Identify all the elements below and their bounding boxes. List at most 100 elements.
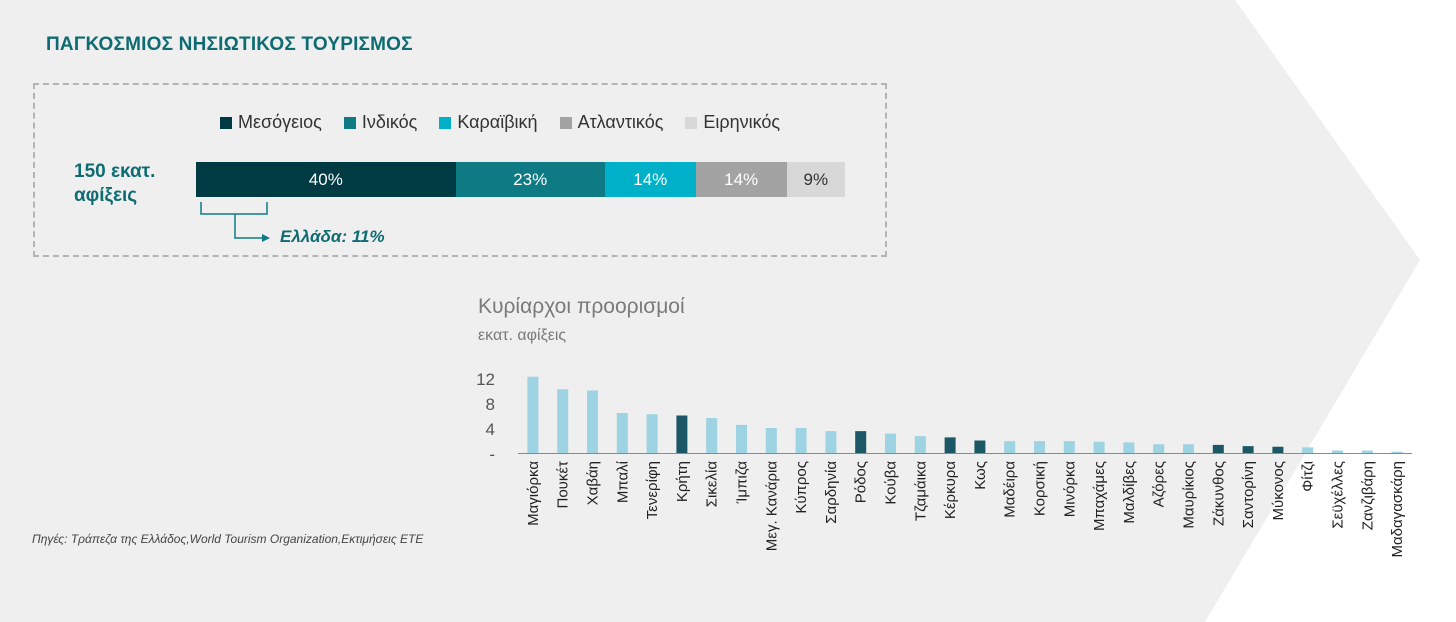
chart-subtitle: εκατ. αφίξεις xyxy=(478,327,567,344)
bar xyxy=(557,389,569,453)
legend-swatch xyxy=(220,116,232,129)
bar xyxy=(616,413,628,453)
legend-label: Καραϊβική xyxy=(457,112,538,132)
x-tick-label: Μπαλί xyxy=(614,460,631,503)
bar xyxy=(706,418,718,453)
x-tick-label: Μαδαγασκάρη xyxy=(1389,461,1406,557)
legend-item: Καραϊβική xyxy=(439,112,538,133)
bar xyxy=(736,424,747,453)
stack-segment: 40% xyxy=(196,162,456,197)
x-tick-label: Κως xyxy=(972,461,989,490)
x-tick-label: Σαντορίνη xyxy=(1240,461,1257,528)
x-tick-label: Τζαμάικα xyxy=(912,461,929,521)
bar xyxy=(1391,451,1403,453)
legend-item: Ειρηνικός xyxy=(685,112,780,133)
y-tick-label: 8 xyxy=(486,395,495,414)
x-tick-label: Κέρκυρα xyxy=(942,461,959,519)
legend-swatch xyxy=(685,116,698,129)
bar xyxy=(1183,444,1194,453)
bar xyxy=(1212,444,1224,453)
x-tick-label: Μύκονος xyxy=(1270,461,1287,520)
total-arrivals-label: 150 εκατ. αφίξεις xyxy=(74,161,156,206)
legend: Μεσόγειος Ινδικός Καραϊβική Ατλαντικός Ειρην… xyxy=(220,112,802,133)
legend-item: Ινδικός xyxy=(343,112,418,133)
x-tick-label: Πουκέτ xyxy=(555,461,572,509)
bar xyxy=(885,433,896,453)
stack-segment: 14% xyxy=(604,162,696,197)
x-tick-label: Αζόρες xyxy=(1151,461,1168,507)
x-tick-label: Χαβάη xyxy=(585,461,602,505)
arrow-line xyxy=(234,214,263,239)
bracket-line xyxy=(200,202,268,215)
bar xyxy=(1123,442,1135,453)
x-tick-label: Μεγ. Κανάρια xyxy=(763,461,780,552)
x-tick-label: Σικελία xyxy=(704,461,721,508)
legend-label: Μεσόγειος xyxy=(238,112,322,132)
bar xyxy=(1034,441,1045,453)
bar xyxy=(765,428,777,453)
stack-segment: 23% xyxy=(455,162,605,197)
bar xyxy=(1093,441,1105,453)
legend-label: Ειρηνικός xyxy=(703,112,781,132)
bar xyxy=(1063,441,1075,453)
x-tick-label: Ίμπιζα xyxy=(734,461,751,505)
x-tick-label: Μαυρίκιος xyxy=(1181,461,1198,529)
legend-label: Ινδικός xyxy=(361,112,418,132)
bar xyxy=(1302,447,1314,453)
bar xyxy=(944,437,956,453)
bar xyxy=(646,414,658,453)
bar xyxy=(914,436,926,453)
x-tick-label: Ζανζιβάρη xyxy=(1359,461,1376,530)
legend-label: Ατλαντικός xyxy=(577,112,664,132)
bar xyxy=(855,431,867,453)
page-title: ΠΑΓΚΟΣΜΙΟΣ ΝΗΣΙΩΤΙΚΟΣ ΤΟΥΡΙΣΜΟΣ xyxy=(46,34,413,55)
bar xyxy=(1272,446,1284,453)
x-tick-label: Μαδέιρα xyxy=(1002,461,1019,518)
x-tick-label: Κορσική xyxy=(1032,461,1049,516)
bar xyxy=(974,440,986,453)
stack-segment: 9% xyxy=(786,162,845,197)
bar xyxy=(1332,450,1343,453)
x-tick-label: Μαλδίβες xyxy=(1121,461,1138,524)
x-tick-label: Μινόρκα xyxy=(1061,461,1078,518)
legend-swatch xyxy=(559,116,572,129)
bar xyxy=(527,376,539,453)
bar xyxy=(825,431,837,453)
x-tick-label: Ζάκυνθος xyxy=(1210,461,1227,526)
chart-title: Κυρίαρχοι προορισμοί xyxy=(478,295,685,318)
stacked-share-bar: 40% 23% 14% 14% 9% xyxy=(196,162,845,197)
y-tick-label: - xyxy=(489,445,495,464)
legend-swatch xyxy=(439,116,452,129)
summary-box xyxy=(33,83,887,257)
x-tick-label: Κύπρος xyxy=(793,461,810,514)
x-tick-label: Τενερίφη xyxy=(644,461,661,519)
bar xyxy=(1242,446,1254,453)
greece-share-note: Ελλάδα: 11% xyxy=(280,227,385,246)
x-tick-label: Κούβα xyxy=(883,461,900,505)
source-note: Πηγές: Τράπεζα της Ελλάδος,World Tourism… xyxy=(32,532,424,546)
x-tick-label: Μαγιόρκα xyxy=(525,461,542,526)
y-tick-label: 4 xyxy=(486,420,495,439)
legend-item: Ατλαντικός xyxy=(559,112,664,133)
legend-swatch xyxy=(343,116,356,129)
bar xyxy=(795,428,807,453)
x-tick-label: Μπαχάμες xyxy=(1091,461,1108,531)
bar xyxy=(676,415,688,453)
x-tick-label: Κρήτη xyxy=(674,461,691,502)
arrow-head-icon xyxy=(262,234,270,242)
x-tick-label: Ρόδος xyxy=(853,461,870,503)
legend-item: Μεσόγειος xyxy=(220,112,322,133)
y-tick-label: 12 xyxy=(476,370,495,389)
stack-segment: 14% xyxy=(695,162,787,197)
bar xyxy=(1153,444,1165,453)
x-tick-label: Σεϋχέλλες xyxy=(1330,461,1347,529)
bar xyxy=(1361,450,1373,453)
x-tick-label: Φίτζι xyxy=(1300,461,1317,492)
bar xyxy=(587,390,598,453)
bar xyxy=(1004,441,1016,453)
x-tick-label: Σαρδηνία xyxy=(823,461,840,524)
background-chevron xyxy=(1205,0,1456,622)
